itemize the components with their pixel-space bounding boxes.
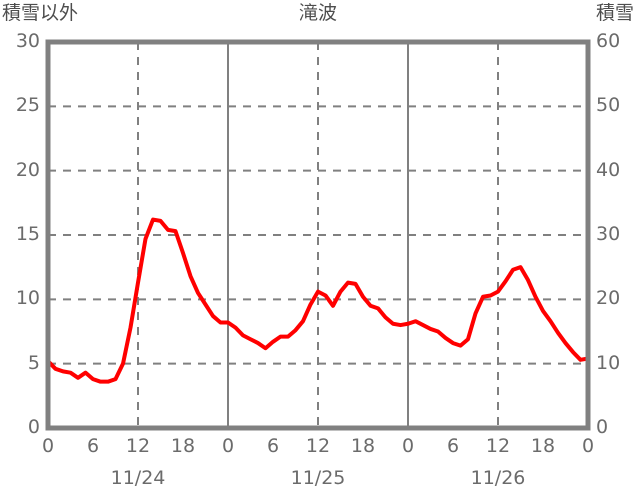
x-axis-tick-9: 6: [446, 435, 460, 457]
x-axis-tick-11: 18: [530, 435, 556, 457]
x-axis-tick-12: 0: [581, 435, 595, 457]
x-axis-tick-4: 0: [221, 435, 235, 457]
x-axis-day-label-2: 11/26: [470, 467, 526, 489]
x-axis-tick-7: 18: [350, 435, 376, 457]
y-axis-tick-right-2: 20: [596, 287, 621, 310]
series-layer: [46, 217, 590, 430]
series-line-0: [46, 217, 590, 384]
x-axis-tick-0: 0: [41, 435, 55, 457]
y-axis-tick-left-6: 30: [15, 30, 40, 52]
left-axis-title: 積雪以外: [2, 2, 79, 24]
y-axis-tick-left-3: 15: [15, 223, 40, 245]
x-axis-tick-5: 6: [266, 435, 280, 457]
x-axis-tick-6: 12: [305, 435, 331, 457]
x-axis-tick-8: 0: [401, 435, 415, 457]
y-axis-tick-right-1: 10: [596, 351, 621, 374]
y-axis-tick-right-4: 40: [596, 158, 621, 181]
y-axis-tick-left-0: 0: [27, 416, 40, 438]
y-axis-tick-left-1: 5: [27, 351, 40, 374]
x-axis-tick-10: 12: [485, 435, 511, 457]
gridlines: [48, 42, 588, 428]
x-axis-tick-1: 6: [86, 435, 100, 457]
x-axis-day-label-0: 11/24: [110, 467, 166, 489]
x-axis-tick-2: 12: [125, 435, 151, 457]
y-axis-tick-left-4: 20: [15, 158, 40, 181]
y-axis-tick-right-5: 50: [596, 94, 621, 117]
y-axis-tick-right-3: 30: [596, 223, 621, 245]
y-axis-tick-right-6: 60: [596, 30, 621, 52]
y-axis-tick-left-2: 10: [15, 287, 40, 310]
y-axis-tick-right-0: 0: [596, 416, 609, 438]
x-axis-tick-3: 18: [170, 435, 196, 457]
x-axis-day-label-1: 11/25: [290, 467, 346, 489]
chart-title: 滝波: [298, 2, 337, 24]
right-axis-title: 積雪: [595, 2, 634, 24]
y-axis-tick-left-5: 25: [15, 94, 40, 117]
plot-frame: [45, 39, 591, 431]
